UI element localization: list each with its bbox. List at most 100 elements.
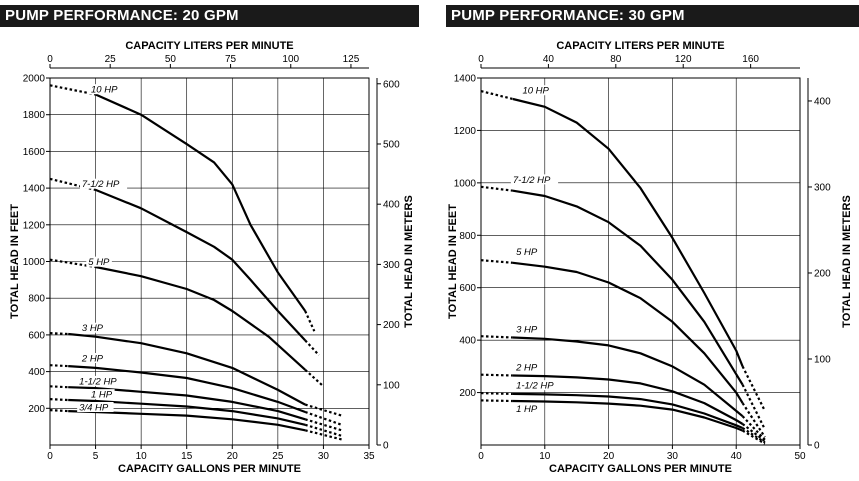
y2-tick-label: 400 [814, 96, 831, 107]
y2-tick-label: 100 [814, 354, 831, 365]
y-tick-label: 600 [459, 283, 476, 294]
curve-line [68, 365, 306, 414]
x2-tick-label: 75 [225, 54, 237, 65]
curve-line [512, 374, 744, 425]
x2-tick-label: 0 [47, 54, 53, 65]
curve-3-hp [49, 332, 343, 417]
curve-line [512, 97, 744, 367]
curve-dashed-tail [304, 423, 343, 437]
x2-axis-title: CAPACITY LITERS PER MINUTE [556, 40, 724, 52]
x-tick-label: 20 [603, 451, 615, 462]
x-tick-label: 40 [731, 451, 743, 462]
x2-tick-label: 40 [543, 54, 555, 65]
curve-label-3-4-hp: 3/4 HP [79, 403, 109, 414]
chart-title-bar-left: PUMP PERFORMANCE: 20 GPM [0, 5, 419, 27]
y2-tick-label: 0 [814, 441, 820, 452]
x2-axis-title: CAPACITY LITERS PER MINUTE [125, 40, 293, 52]
x-tick-label: 25 [272, 451, 284, 462]
y-tick-label: 1400 [23, 184, 46, 195]
curve-label-bg [514, 323, 540, 334]
y2-axis-title: TOTAL HEAD IN METERS [841, 195, 853, 328]
x2-tick-label: 125 [343, 54, 360, 65]
curve-label-1-hp: 1 HP [516, 404, 538, 415]
x2-tick-label: 120 [675, 54, 692, 65]
curve-dashed-tail [304, 310, 316, 332]
curve-label-bg [89, 84, 121, 95]
curve-dashed-head [480, 335, 513, 339]
curve-line [512, 399, 744, 432]
curve-line [68, 398, 306, 426]
curve-dashed-tail [304, 418, 343, 432]
y-tick-label: 1800 [23, 110, 46, 121]
y-tick-label: 200 [459, 388, 476, 399]
curve-dashed-head [49, 409, 69, 413]
x2-tick-label: 100 [282, 54, 299, 65]
curve-10-hp [480, 90, 766, 412]
y-tick-label: 1000 [23, 257, 46, 268]
curve-label-bg [79, 353, 106, 364]
curve-label-bg [510, 174, 559, 185]
curve-label-bg [514, 380, 562, 391]
curve-label-bg [89, 389, 115, 400]
curve-label-1-1-2-hp: 1-1/2 HP [516, 381, 554, 392]
curve-dashed-head [49, 398, 69, 402]
curve-dashed-head [480, 90, 514, 101]
curve-label-1-1-2-hp: 1-1/2 HP [79, 376, 117, 387]
curve-label-7-1-2-hp: 7-1/2 HP [513, 175, 551, 186]
x-tick-label: 20 [227, 451, 239, 462]
curve-7-1-2-hp [480, 185, 766, 430]
y-tick-label: 800 [459, 231, 476, 242]
y-axis-title: TOTAL HEAD IN FEET [9, 204, 21, 319]
curve-5-hp [480, 259, 766, 438]
curve-dashed-tail [304, 339, 320, 356]
curve-dashed-tail [741, 402, 766, 438]
curve-label-7-1-2-hp: 7-1/2 HP [82, 179, 120, 190]
curve-dashed-tail [742, 429, 766, 445]
curve-label-10-hp: 10 HP [91, 85, 118, 96]
curve-line [512, 261, 744, 404]
curve-label-bg [514, 246, 540, 257]
curve-line [95, 265, 306, 371]
curve-line [512, 189, 744, 386]
curve-dashed-tail [304, 429, 342, 441]
curve-line [68, 386, 306, 421]
curve-dashed-head [480, 259, 513, 264]
curve-label-5-hp: 5 HP [516, 247, 538, 258]
y2-tick-label: 200 [383, 320, 400, 331]
grid [481, 78, 800, 445]
x-axis-title: CAPACITY GALLONS PER MINUTE [118, 463, 301, 475]
curve-dashed-tail [741, 415, 766, 441]
curve-3-4-hp [49, 409, 342, 441]
curve-label-10-hp: 10 HP [522, 86, 549, 97]
x-tick-label: 10 [136, 451, 148, 462]
curve-label-2-hp: 2 HP [81, 354, 104, 365]
curve-dashed-head [49, 332, 69, 336]
y-tick-label: 1400 [454, 74, 477, 85]
curve-label-5-hp: 5 HP [88, 257, 110, 268]
x2-tick-label: 160 [742, 54, 759, 65]
y-tick-label: 1600 [23, 147, 46, 158]
y2-tick-label: 300 [814, 182, 831, 193]
curve-2-hp [49, 364, 343, 426]
y-tick-label: 1200 [454, 126, 477, 137]
curve-1-1-2-hp [480, 392, 766, 444]
y2-tick-label: 300 [383, 260, 400, 271]
curve-dashed-head [49, 364, 69, 368]
curve-line [95, 93, 307, 312]
x-tick-label: 5 [93, 451, 99, 462]
curve-label-3-hp: 3 HP [82, 323, 104, 334]
x-tick-label: 15 [181, 451, 193, 462]
curve-dashed-head [480, 399, 513, 403]
curve-10-hp [49, 84, 316, 332]
y-tick-label: 600 [28, 330, 45, 341]
curve-3-hp [480, 335, 766, 441]
y2-tick-label: 600 [383, 79, 400, 90]
chart-title-bar-right: PUMP PERFORMANCE: 30 GPM [446, 5, 859, 27]
y-tick-label: 400 [28, 367, 45, 378]
y-tick-label: 200 [28, 404, 45, 415]
y2-axis-title: TOTAL HEAD IN METERS [403, 195, 415, 328]
y2-tick-label: 200 [814, 268, 831, 279]
y-axis-title: TOTAL HEAD IN FEET [447, 204, 459, 319]
curve-label-bg [77, 375, 125, 386]
curve-dashed-tail [741, 384, 766, 430]
